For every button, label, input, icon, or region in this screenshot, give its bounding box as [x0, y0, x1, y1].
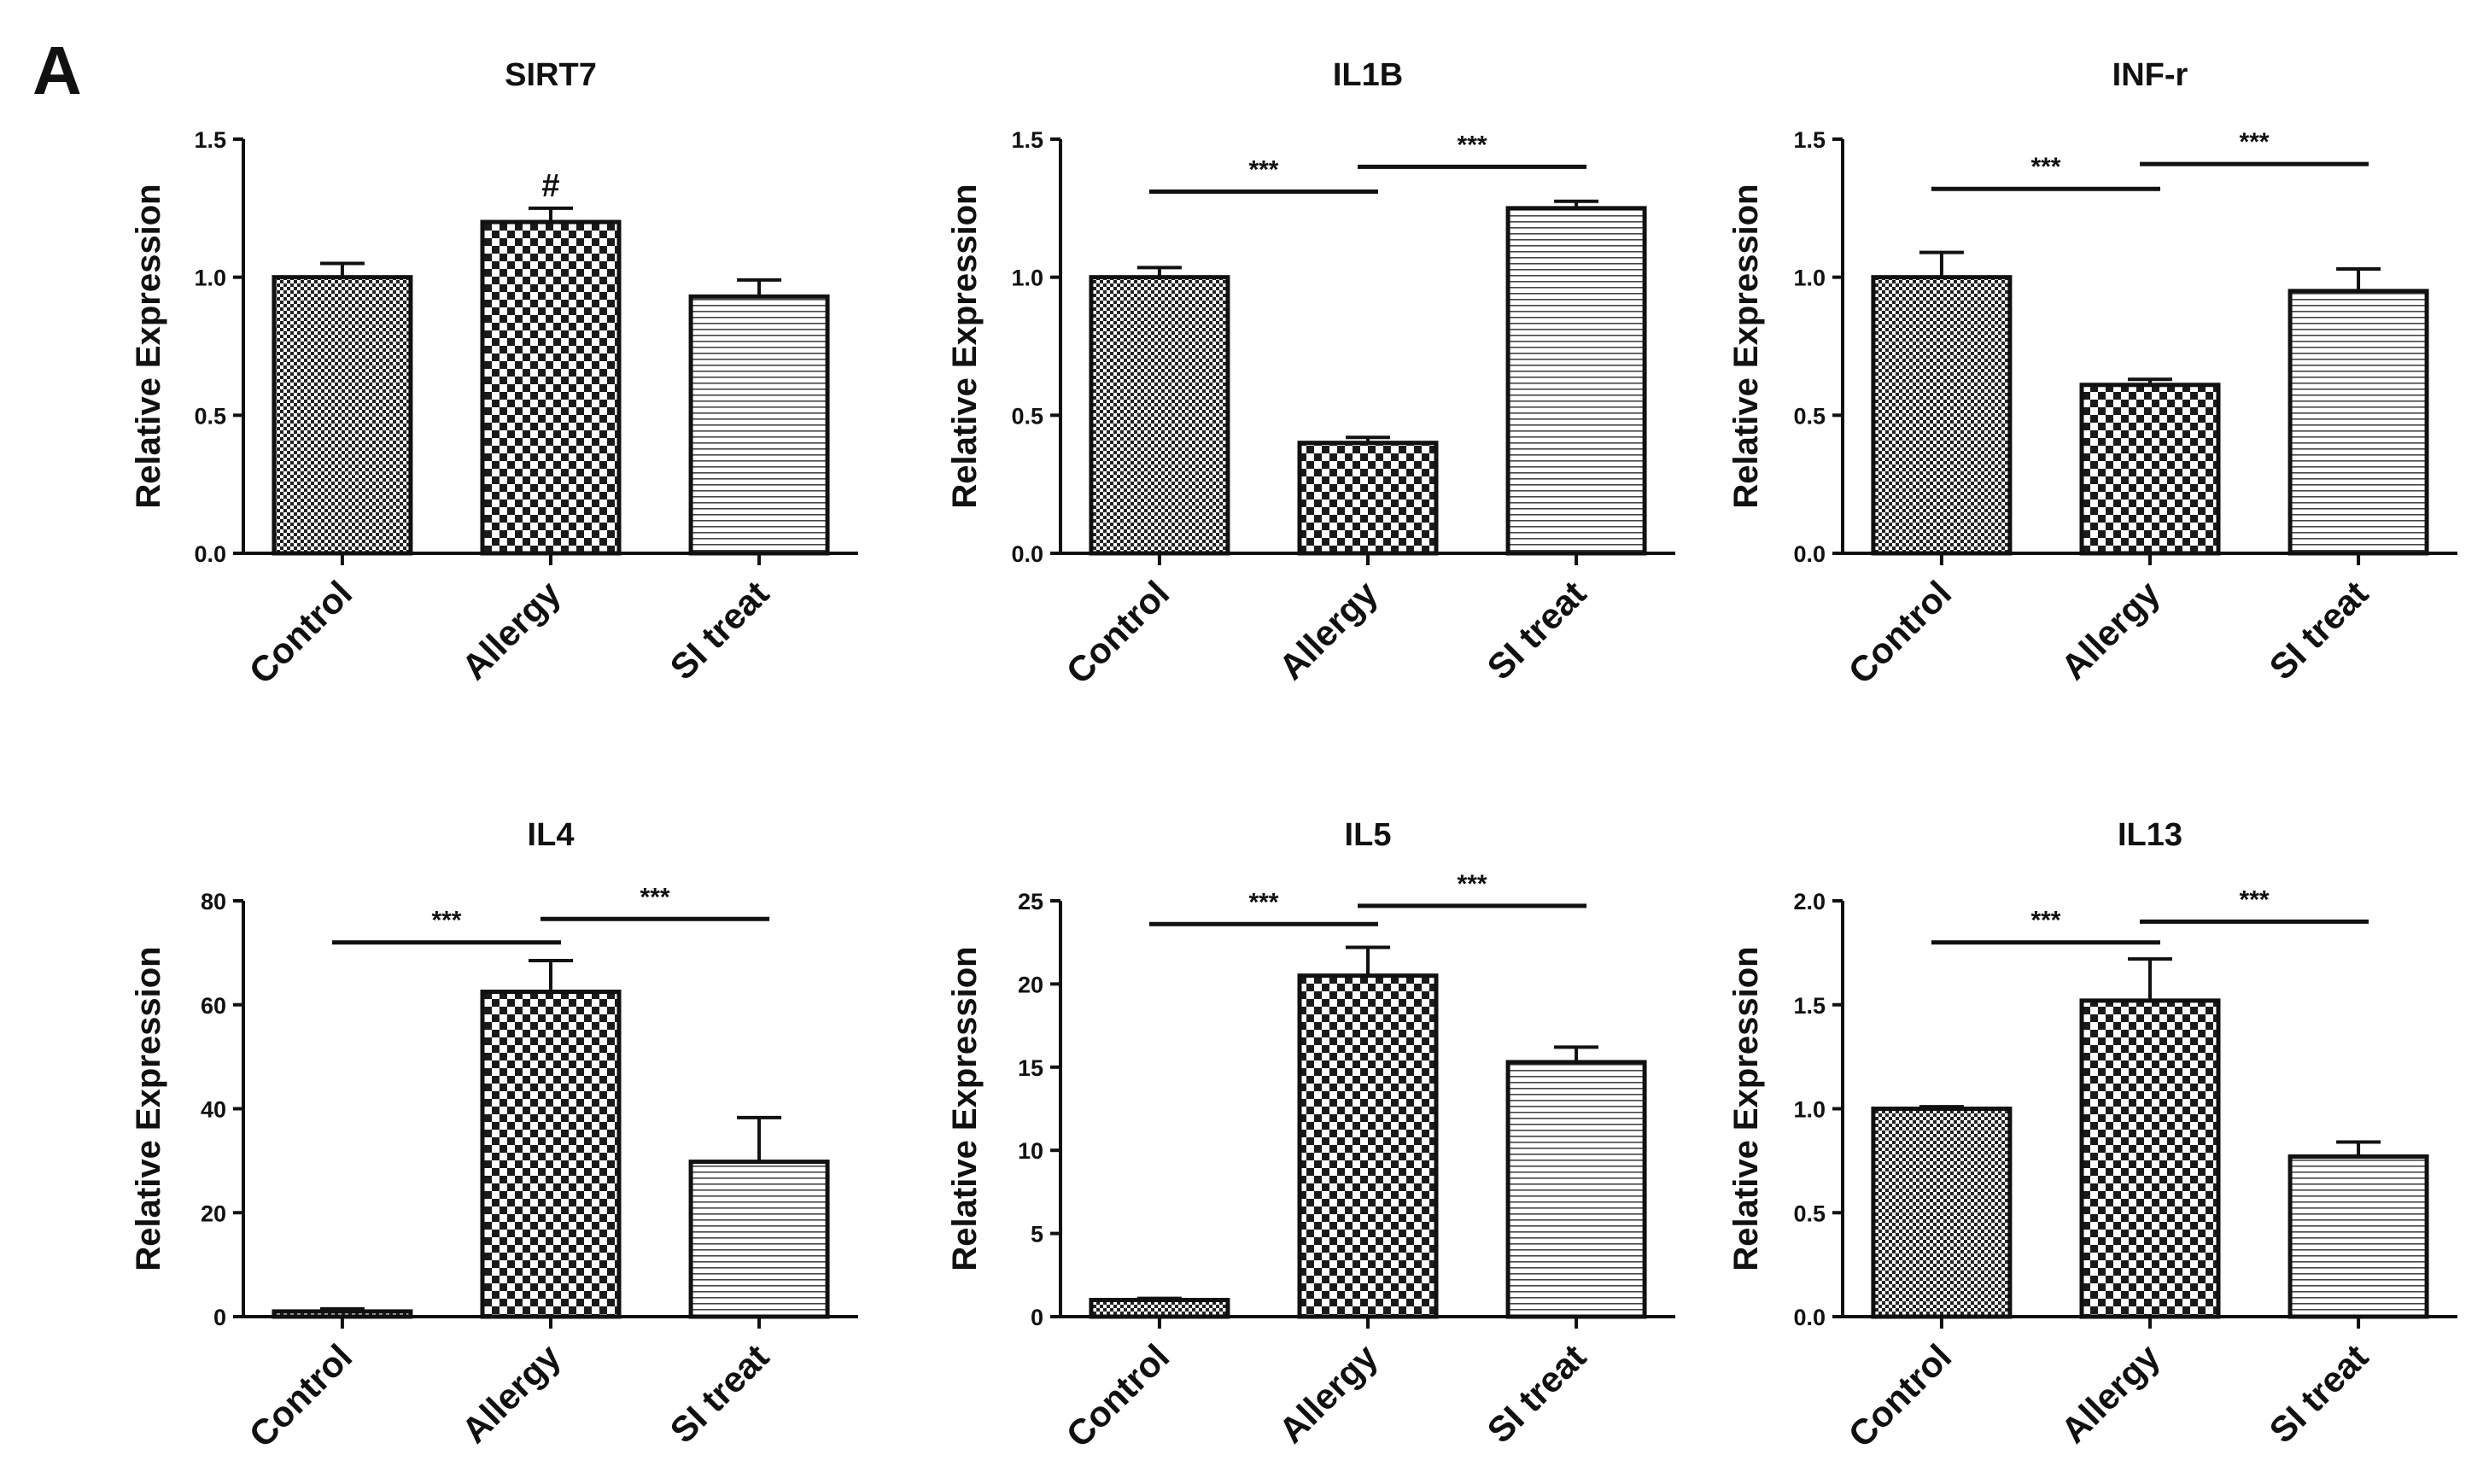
- y-tick-label: 25: [1018, 889, 1043, 914]
- y-tick-label: 0.0: [1011, 541, 1043, 567]
- bar-1: [480, 990, 622, 1319]
- y-tick-label: 60: [201, 993, 226, 1019]
- bar-0: [1871, 1107, 2013, 1319]
- y-axis-label: Relative Expression: [946, 946, 984, 1271]
- y-tick-label: 0.5: [1793, 1201, 1826, 1226]
- chart-panel-4: IL5 Relative Expression 0 5 10 15 20 25 Control A…: [946, 817, 1675, 1455]
- y-tick-label: 0: [213, 1305, 226, 1330]
- y-axis-label: Relative Expression: [946, 184, 984, 508]
- bar-1: [480, 219, 622, 556]
- x-tick-label: SI treat: [2262, 573, 2376, 687]
- charts-layer: SIRT7 Relative Expression 0.0 0.5 1.0 1.5 Cont…: [130, 57, 2457, 1455]
- y-tick-label: 1.0: [1793, 266, 1826, 291]
- x-tick-label: Allergy: [453, 573, 568, 687]
- bar-1: [1297, 441, 1439, 556]
- significance-label: ***: [1248, 888, 1278, 916]
- y-tick-label: 0.0: [1793, 1305, 1826, 1330]
- y-tick-label: 20: [201, 1201, 226, 1226]
- chart-panel-0: SIRT7 Relative Expression 0.0 0.5 1.0 1.5 Cont…: [130, 57, 858, 692]
- y-axis-label: Relative Expression: [1727, 184, 1765, 508]
- x-tick-label: Control: [1840, 1336, 1959, 1455]
- x-tick-label: SI treat: [663, 1336, 777, 1451]
- x-tick-label: Control: [241, 1336, 359, 1455]
- significance-label: ***: [1248, 155, 1278, 184]
- significance-label: ***: [1458, 131, 1487, 159]
- x-tick-label: SI treat: [1480, 573, 1594, 687]
- y-tick-label: 0.0: [194, 541, 226, 567]
- x-tick-label: SI treat: [2262, 1336, 2376, 1451]
- bar-0: [272, 275, 413, 556]
- y-axis-label: Relative Expression: [1727, 946, 1765, 1271]
- chart-title: IL4: [528, 817, 575, 853]
- y-tick-label: 1.0: [1011, 266, 1043, 291]
- x-tick-label: Control: [1058, 573, 1177, 692]
- x-tick-label: Allergy: [2053, 1336, 2167, 1451]
- bar-1: [1297, 973, 1439, 1319]
- chart-title: IL1B: [1333, 57, 1403, 93]
- y-axis-label: Relative Expression: [130, 184, 167, 508]
- bar-2: [688, 1160, 830, 1319]
- y-tick-label: 2.0: [1793, 889, 1826, 914]
- y-tick-label: 0.5: [194, 403, 226, 429]
- bar-2: [1505, 206, 1647, 556]
- chart-title: SIRT7: [505, 57, 597, 93]
- y-tick-label: 80: [201, 889, 226, 914]
- x-tick-label: SI treat: [663, 573, 777, 687]
- panel-label: A: [32, 32, 82, 108]
- y-tick-label: 0.5: [1011, 403, 1043, 429]
- chart-panel-2: INF-r Relative Expression 0.0 0.5 1.0 1.5 Cont…: [1727, 57, 2457, 692]
- bar-2: [2287, 1154, 2429, 1319]
- x-tick-label: Allergy: [2053, 573, 2167, 687]
- bar-1: [2079, 383, 2221, 556]
- x-tick-label: Control: [241, 573, 359, 692]
- y-tick-label: 40: [201, 1097, 226, 1123]
- y-tick-label: 0.0: [1793, 541, 1826, 567]
- significance-label: ***: [2240, 885, 2270, 914]
- y-tick-label: 15: [1018, 1055, 1043, 1081]
- bar-0: [1871, 275, 2013, 556]
- y-tick-label: 1.0: [1793, 1097, 1826, 1123]
- x-tick-label: SI treat: [1480, 1336, 1594, 1451]
- significance-label: ***: [640, 883, 670, 911]
- chart-title: IL5: [1345, 817, 1392, 853]
- y-tick-label: 0.5: [1793, 403, 1826, 429]
- bar-2: [1505, 1060, 1647, 1319]
- significance-label: ***: [2030, 153, 2060, 181]
- y-tick-label: 1.5: [1793, 127, 1826, 153]
- bar-2: [688, 294, 830, 556]
- significance-label: ***: [2240, 128, 2270, 156]
- bar-2: [2287, 289, 2429, 556]
- y-tick-label: 5: [1031, 1222, 1043, 1247]
- x-tick-label: Allergy: [453, 1336, 568, 1451]
- significance-label: ***: [1458, 870, 1487, 898]
- x-tick-label: Control: [1058, 1336, 1177, 1455]
- chart-panel-1: IL1B Relative Expression 0.0 0.5 1.0 1.5 Contr…: [946, 57, 1675, 692]
- chart-title: INF-r: [2112, 57, 2188, 93]
- y-tick-label: 0: [1031, 1305, 1043, 1330]
- annotation-label: #: [541, 168, 559, 204]
- bar-0: [1089, 275, 1230, 556]
- y-tick-label: 1.5: [194, 127, 226, 153]
- x-tick-label: Allergy: [1271, 573, 1385, 687]
- y-axis-label: Relative Expression: [130, 946, 167, 1271]
- y-tick-label: 20: [1018, 972, 1043, 997]
- y-tick-label: 1.0: [194, 266, 226, 291]
- y-tick-label: 10: [1018, 1138, 1043, 1164]
- significance-label: ***: [2030, 907, 2060, 935]
- bar-0: [1089, 1298, 1230, 1319]
- chart-title: IL13: [2118, 817, 2182, 853]
- bar-1: [2079, 998, 2221, 1319]
- x-tick-label: Control: [1840, 573, 1959, 692]
- chart-panel-3: IL4 Relative Expression 0 20 40 60 80 Control Al…: [130, 817, 858, 1455]
- x-tick-label: Allergy: [1271, 1336, 1385, 1451]
- chart-panel-5: IL13 Relative Expression 0.0 0.5 1.0 1.5 2.0 Co…: [1727, 817, 2457, 1455]
- y-tick-label: 1.5: [1793, 993, 1826, 1019]
- y-tick-label: 1.5: [1011, 127, 1043, 153]
- significance-label: ***: [431, 907, 461, 935]
